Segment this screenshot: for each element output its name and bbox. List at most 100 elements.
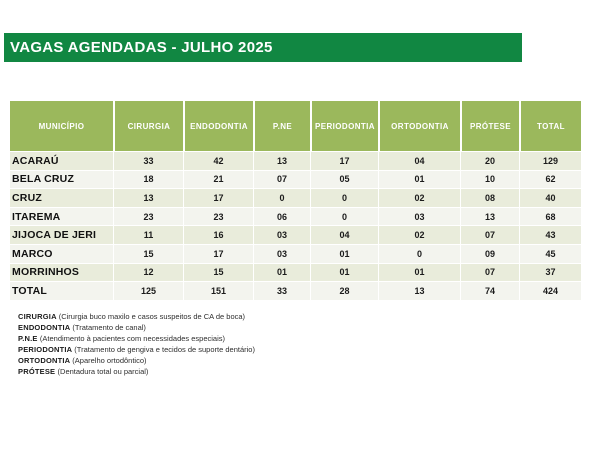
schedule-table: MUNICÍPIO CIRURGIA ENDODONTIA P.NE PERIODONT…: [10, 101, 581, 300]
value-cell: 42: [183, 152, 253, 170]
value-cell: 17: [183, 244, 253, 263]
value-cell: 02: [378, 189, 460, 207]
column-header-munic-pio: MUNICÍPIO: [38, 121, 85, 131]
municipality-cell: BELA CRUZ: [12, 173, 75, 186]
value-cell: 15: [183, 263, 253, 282]
value-cell: 04: [310, 226, 378, 244]
footnote-term: ORTODONTIA: [18, 356, 73, 365]
municipality-cell: MORRINHOS: [12, 266, 80, 279]
municipality-cell: TOTAL: [12, 284, 48, 297]
footnote-term: PERIODONTIA: [18, 345, 75, 354]
value-cell: 33: [253, 282, 310, 300]
value-cell: 37: [519, 263, 581, 282]
value-cell: 15: [113, 244, 183, 263]
value-cell: 04: [378, 152, 460, 170]
value-cell: 10: [460, 170, 519, 189]
value-cell: 13: [253, 152, 310, 170]
value-cell: 45: [519, 244, 581, 263]
municipality-cell: MARCO: [12, 247, 53, 260]
column-header-total: TOTAL: [519, 101, 581, 151]
value-cell: 05: [310, 170, 378, 189]
footnote-description: (Dentadura total ou parcial): [57, 367, 149, 376]
footnote-description: (Tratamento de gengiva e tecidos de supo…: [74, 345, 255, 354]
footnote-term: ENDODONTIA: [18, 323, 73, 332]
report-title-bar: VAGAS AGENDADAS - JULHO 2025: [4, 33, 522, 62]
footnote-term: CIRURGIA: [18, 312, 59, 321]
value-cell: 13: [113, 189, 183, 207]
municipality-cell: ACARAÚ: [12, 154, 59, 167]
value-cell: 33: [113, 152, 183, 170]
value-cell: 17: [183, 189, 253, 207]
value-cell: 18: [113, 170, 183, 189]
value-cell: 43: [519, 226, 581, 244]
value-cell: 74: [460, 282, 519, 300]
footnote-description: (Aparelho ortodôntico): [72, 356, 147, 365]
value-cell: 01: [378, 263, 460, 282]
value-cell: 21: [183, 170, 253, 189]
column-header-periodontia: PERIODONTIA: [310, 101, 378, 151]
value-cell: 0: [378, 244, 460, 263]
municipality-cell: ITAREMA: [12, 210, 61, 223]
value-cell: 0: [310, 207, 378, 226]
value-cell: 125: [113, 282, 183, 300]
value-cell: 151: [183, 282, 253, 300]
value-cell: 07: [460, 226, 519, 244]
table-row: MORRINHOS 12 15 01 01 01 07 37: [10, 262, 581, 282]
column-header-endodontia: ENDODONTIA: [183, 101, 253, 151]
value-cell: 68: [519, 207, 581, 226]
footnotes: CIRURGIA (Cirurgia buco maxilo e casos s…: [18, 311, 255, 377]
value-cell: 13: [460, 207, 519, 226]
footnote-line: PRÓTESE (Dentadura total ou parcial): [18, 366, 255, 377]
table-row: TOTAL 125 151 33 28 13 74 424: [10, 281, 581, 300]
value-cell: 23: [183, 207, 253, 226]
table-row: MARCO 15 17 03 01 0 09 45: [10, 243, 581, 263]
value-cell: 12: [113, 263, 183, 282]
value-cell: 06: [253, 207, 310, 226]
footnote-line: PERIODONTIA (Tratamento de gengiva e tec…: [18, 344, 255, 355]
column-header-p-ne: P.NE: [253, 101, 310, 151]
municipality-cell: JIJOCA DE JERI: [12, 229, 97, 242]
value-cell: 03: [253, 226, 310, 244]
table-row: ACARAÚ 33 42 13 17 04 20 129: [10, 151, 581, 170]
value-cell: 01: [310, 263, 378, 282]
value-cell: 0: [253, 189, 310, 207]
value-cell: 16: [183, 226, 253, 244]
value-cell: 13: [378, 282, 460, 300]
value-cell: 62: [519, 170, 581, 189]
footnote-line: ORTODONTIA (Aparelho ortodôntico): [18, 355, 255, 366]
value-cell: 01: [378, 170, 460, 189]
table-body: ACARAÚ 33 42 13 17 04 20 129 BELA CRUZ 18 21 07 05 01…: [10, 151, 581, 300]
value-cell: 01: [310, 244, 378, 263]
value-cell: 03: [378, 207, 460, 226]
footnote-description: (Cirurgia buco maxilo e casos suspeitos …: [58, 312, 246, 321]
footnote-line: CIRURGIA (Cirurgia buco maxilo e casos s…: [18, 311, 255, 322]
value-cell: 03: [253, 244, 310, 263]
column-header-pr-tese: PRÓTESE: [460, 101, 519, 151]
footnote-term: PRÓTESE: [18, 367, 58, 376]
value-cell: 28: [310, 282, 378, 300]
municipality-cell: CRUZ: [12, 191, 42, 204]
value-cell: 129: [519, 152, 581, 170]
footnote-term: P.N.E: [18, 334, 40, 343]
value-cell: 07: [253, 170, 310, 189]
table-row: JIJOCA DE JERI 11 16 03 04 02 07 43: [10, 225, 581, 244]
value-cell: 09: [460, 244, 519, 263]
table-row: BELA CRUZ 18 21 07 05 01 10 62: [10, 169, 581, 189]
report-title: VAGAS AGENDADAS - JULHO 2025: [10, 39, 273, 56]
column-header-cirurgia: CIRURGIA: [113, 101, 183, 151]
value-cell: 23: [113, 207, 183, 226]
column-header-ortodontia: ORTODONTIA: [378, 101, 460, 151]
value-cell: 07: [460, 263, 519, 282]
footnote-description: (Atendimento à pacientes com necessidade…: [39, 334, 226, 343]
table-row: CRUZ 13 17 0 0 02 08 40: [10, 188, 581, 207]
value-cell: 08: [460, 189, 519, 207]
value-cell: 424: [519, 282, 581, 300]
value-cell: 0: [310, 189, 378, 207]
value-cell: 01: [253, 263, 310, 282]
value-cell: 40: [519, 189, 581, 207]
table-row: ITAREMA 23 23 06 0 03 13 68: [10, 206, 581, 226]
footnote-line: ENDODONTIA (Tratamento de canal): [18, 322, 255, 333]
value-cell: 02: [378, 226, 460, 244]
value-cell: 20: [460, 152, 519, 170]
footnote-line: P.N.E (Atendimento à pacientes com neces…: [18, 333, 255, 344]
